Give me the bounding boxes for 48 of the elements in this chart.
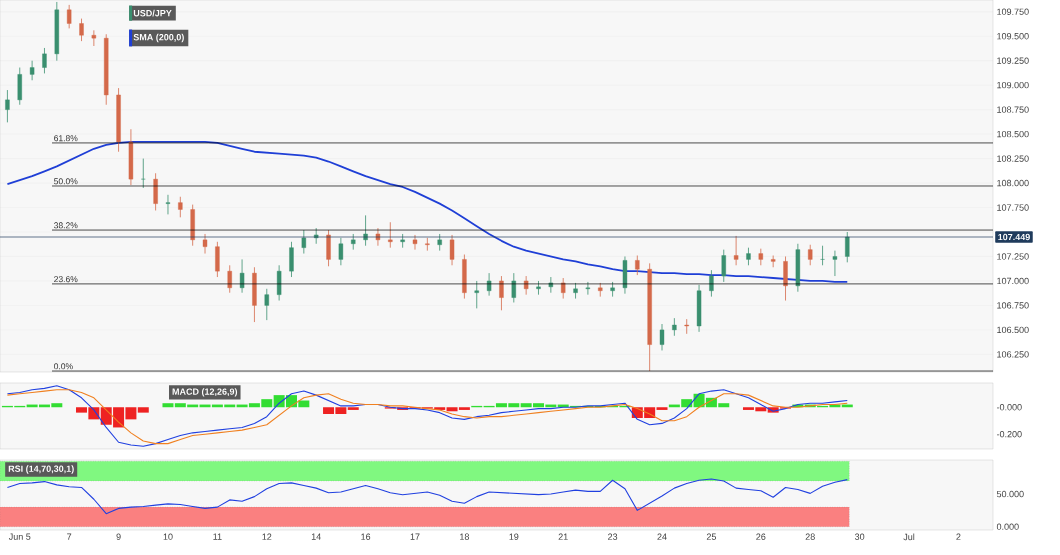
y-tick-label: -0.000 xyxy=(996,404,1022,411)
y-tick-label: 109.250 xyxy=(997,57,1029,64)
y-tick-label: 106.250 xyxy=(997,351,1029,358)
y-tick-label: 106.500 xyxy=(997,326,1029,334)
y-tick-label: 108.250 xyxy=(997,155,1029,162)
x-tick-label: 24 xyxy=(657,533,667,540)
x-tick-label: 23 xyxy=(608,533,618,540)
y-tick-label: 109.500 xyxy=(997,33,1029,40)
legend-label: USD/JPY xyxy=(133,9,172,17)
x-tick-label: 2 xyxy=(956,533,961,540)
y-tick-label: 109.000 xyxy=(997,81,1029,89)
x-tick-label: 30 xyxy=(854,533,865,540)
text: RSI (14,70,30,1) xyxy=(8,465,74,474)
x-tick-label: 17 xyxy=(410,533,420,540)
x-tick-label: Jun 5 xyxy=(8,533,31,540)
annotation: 61.8% xyxy=(54,135,78,142)
legend-label: SMA (200,0) xyxy=(133,33,184,43)
y-tick-label: 108.750 xyxy=(997,106,1029,113)
y-tick-label: 108.000 xyxy=(997,179,1029,187)
annotation: 23.6% xyxy=(54,276,78,283)
x-tick-label: 26 xyxy=(756,533,766,540)
y-tick-label: 107.000 xyxy=(997,277,1029,285)
annotation: 38.2% xyxy=(54,222,78,229)
y-tick-label: 107.750 xyxy=(997,204,1029,211)
x-tick-label: 21 xyxy=(558,533,568,540)
x-tick-label: 12 xyxy=(262,533,272,540)
annotation: 50.0% xyxy=(54,178,78,185)
x-tick-label: 25 xyxy=(706,533,717,540)
x-tick-label: 10 xyxy=(163,533,173,540)
x-tick-label: 28 xyxy=(805,533,815,540)
y-tick-label: 108.500 xyxy=(997,130,1029,138)
x-tick-label: 16 xyxy=(361,533,371,540)
x-tick-label: 14 xyxy=(311,533,321,540)
x-tick-label: Jul xyxy=(903,533,915,541)
ref-line-label: 107.449 xyxy=(998,233,1030,241)
y-tick-label: 109.750 xyxy=(997,8,1029,15)
x-tick-label: 11 xyxy=(213,533,222,540)
y-tick-label: 107.250 xyxy=(997,253,1029,260)
y-tick-label: 106.750 xyxy=(997,302,1029,309)
x-tick-label: 9 xyxy=(116,533,121,540)
x-tick-label: 18 xyxy=(460,533,469,540)
x-tick-label: 19 xyxy=(509,533,519,540)
y-tick-label: -0.200 xyxy=(996,430,1022,438)
text: MACD (12,26,9) xyxy=(172,388,238,397)
x-tick-label: 7 xyxy=(67,533,72,540)
annotation: 0.0% xyxy=(54,363,73,370)
y-tick-label: 0.000 xyxy=(996,523,1019,530)
y-tick-label: 50.000 xyxy=(996,490,1024,498)
